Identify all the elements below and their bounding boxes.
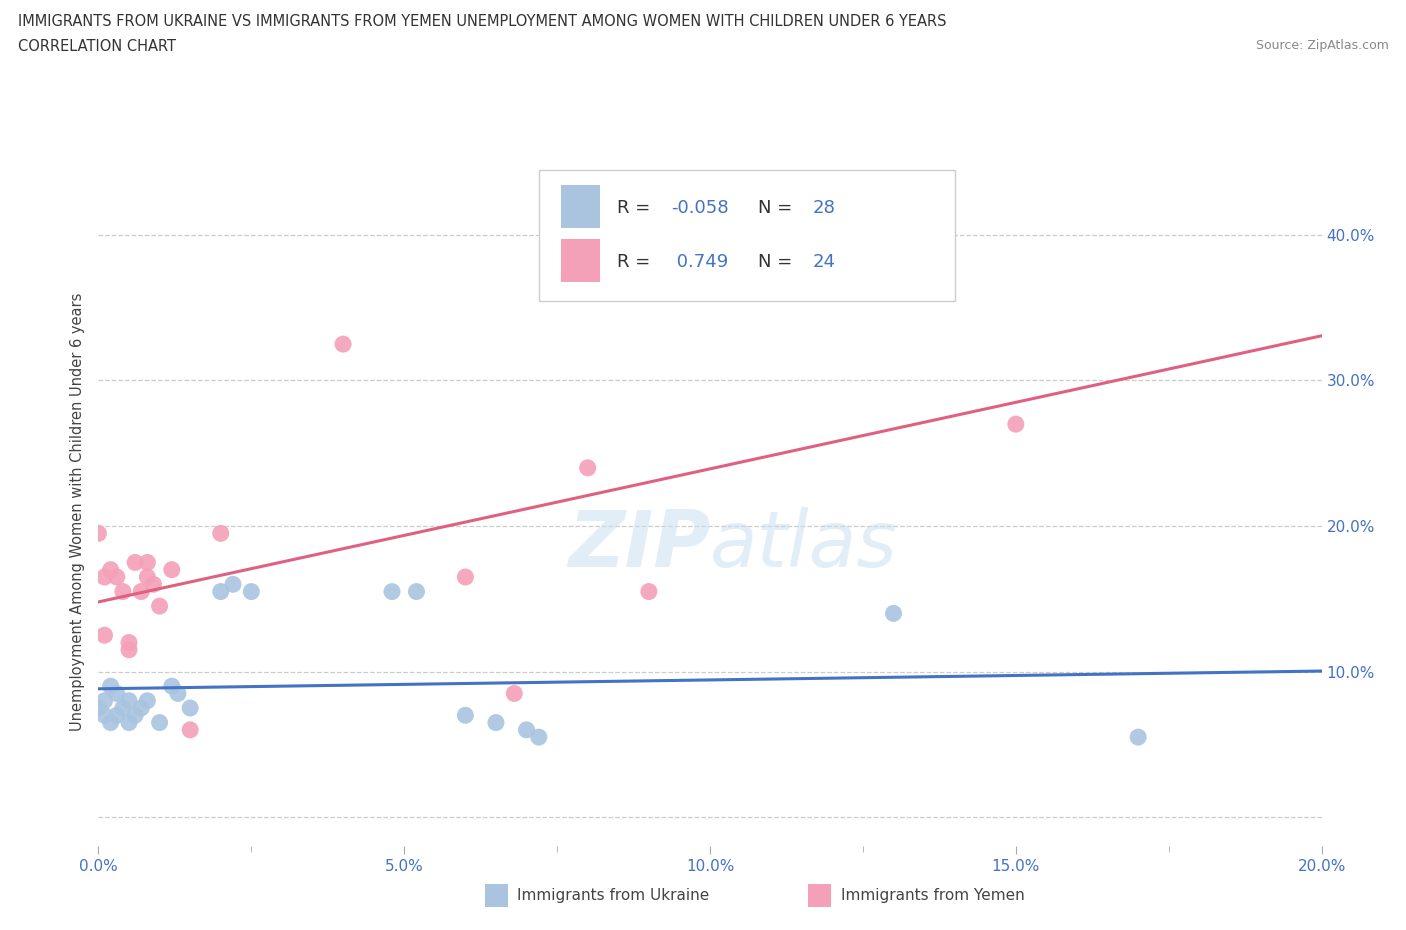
Point [883,272,905,286]
Point [381,584,404,599]
Point [87,525,110,540]
Text: -0.058: -0.058 [671,199,728,218]
Point [111,700,134,715]
Point [93,708,115,723]
Point [87,700,110,715]
Point [118,643,141,658]
Point [209,584,232,599]
Point [576,460,599,475]
Point [100,679,122,694]
Point [124,555,146,570]
Point [118,693,141,708]
Point [240,584,263,599]
Point [1128,730,1150,745]
FancyBboxPatch shape [561,185,600,228]
Text: Immigrants from Yemen: Immigrants from Yemen [841,888,1025,903]
Point [105,569,128,584]
FancyBboxPatch shape [561,239,600,283]
Point [179,723,201,737]
Point [454,569,477,584]
Point [149,715,172,730]
Point [883,606,905,621]
Point [160,679,183,694]
Point [149,599,172,614]
Point [93,628,115,643]
Point [105,686,128,701]
FancyBboxPatch shape [538,170,955,300]
Point [1004,417,1026,432]
Point [222,577,245,591]
Point [136,555,159,570]
Point [179,700,201,715]
Text: 0.749: 0.749 [671,253,728,272]
Point [485,715,508,730]
Text: Source: ZipAtlas.com: Source: ZipAtlas.com [1256,39,1389,52]
Point [516,723,538,737]
Point [124,708,146,723]
Point [142,577,165,591]
Point [136,693,159,708]
Point [118,635,141,650]
Text: R =: R = [617,199,657,218]
Text: IMMIGRANTS FROM UKRAINE VS IMMIGRANTS FROM YEMEN UNEMPLOYMENT AMONG WOMEN WITH C: IMMIGRANTS FROM UKRAINE VS IMMIGRANTS FR… [18,14,946,29]
Text: ZIP: ZIP [568,507,710,583]
Text: CORRELATION CHART: CORRELATION CHART [18,39,176,54]
Point [527,730,550,745]
Point [136,569,159,584]
Point [637,584,661,599]
Point [167,686,190,701]
Point [129,700,152,715]
Point [111,584,134,599]
Point [503,686,526,701]
Text: 24: 24 [813,253,835,272]
Point [100,715,122,730]
Point [118,715,141,730]
Point [129,584,152,599]
Text: atlas: atlas [710,507,898,583]
Point [454,708,477,723]
Text: Immigrants from Ukraine: Immigrants from Ukraine [517,888,710,903]
Text: R =: R = [617,253,662,272]
Point [405,584,427,599]
Point [332,337,354,352]
Point [160,563,183,578]
Point [93,693,115,708]
Text: N =: N = [758,253,797,272]
Point [105,708,128,723]
Text: 28: 28 [813,199,835,218]
Point [93,569,115,584]
Y-axis label: Unemployment Among Women with Children Under 6 years: Unemployment Among Women with Children U… [70,292,86,731]
Point [100,563,122,578]
Point [209,525,232,540]
Text: N =: N = [758,199,797,218]
